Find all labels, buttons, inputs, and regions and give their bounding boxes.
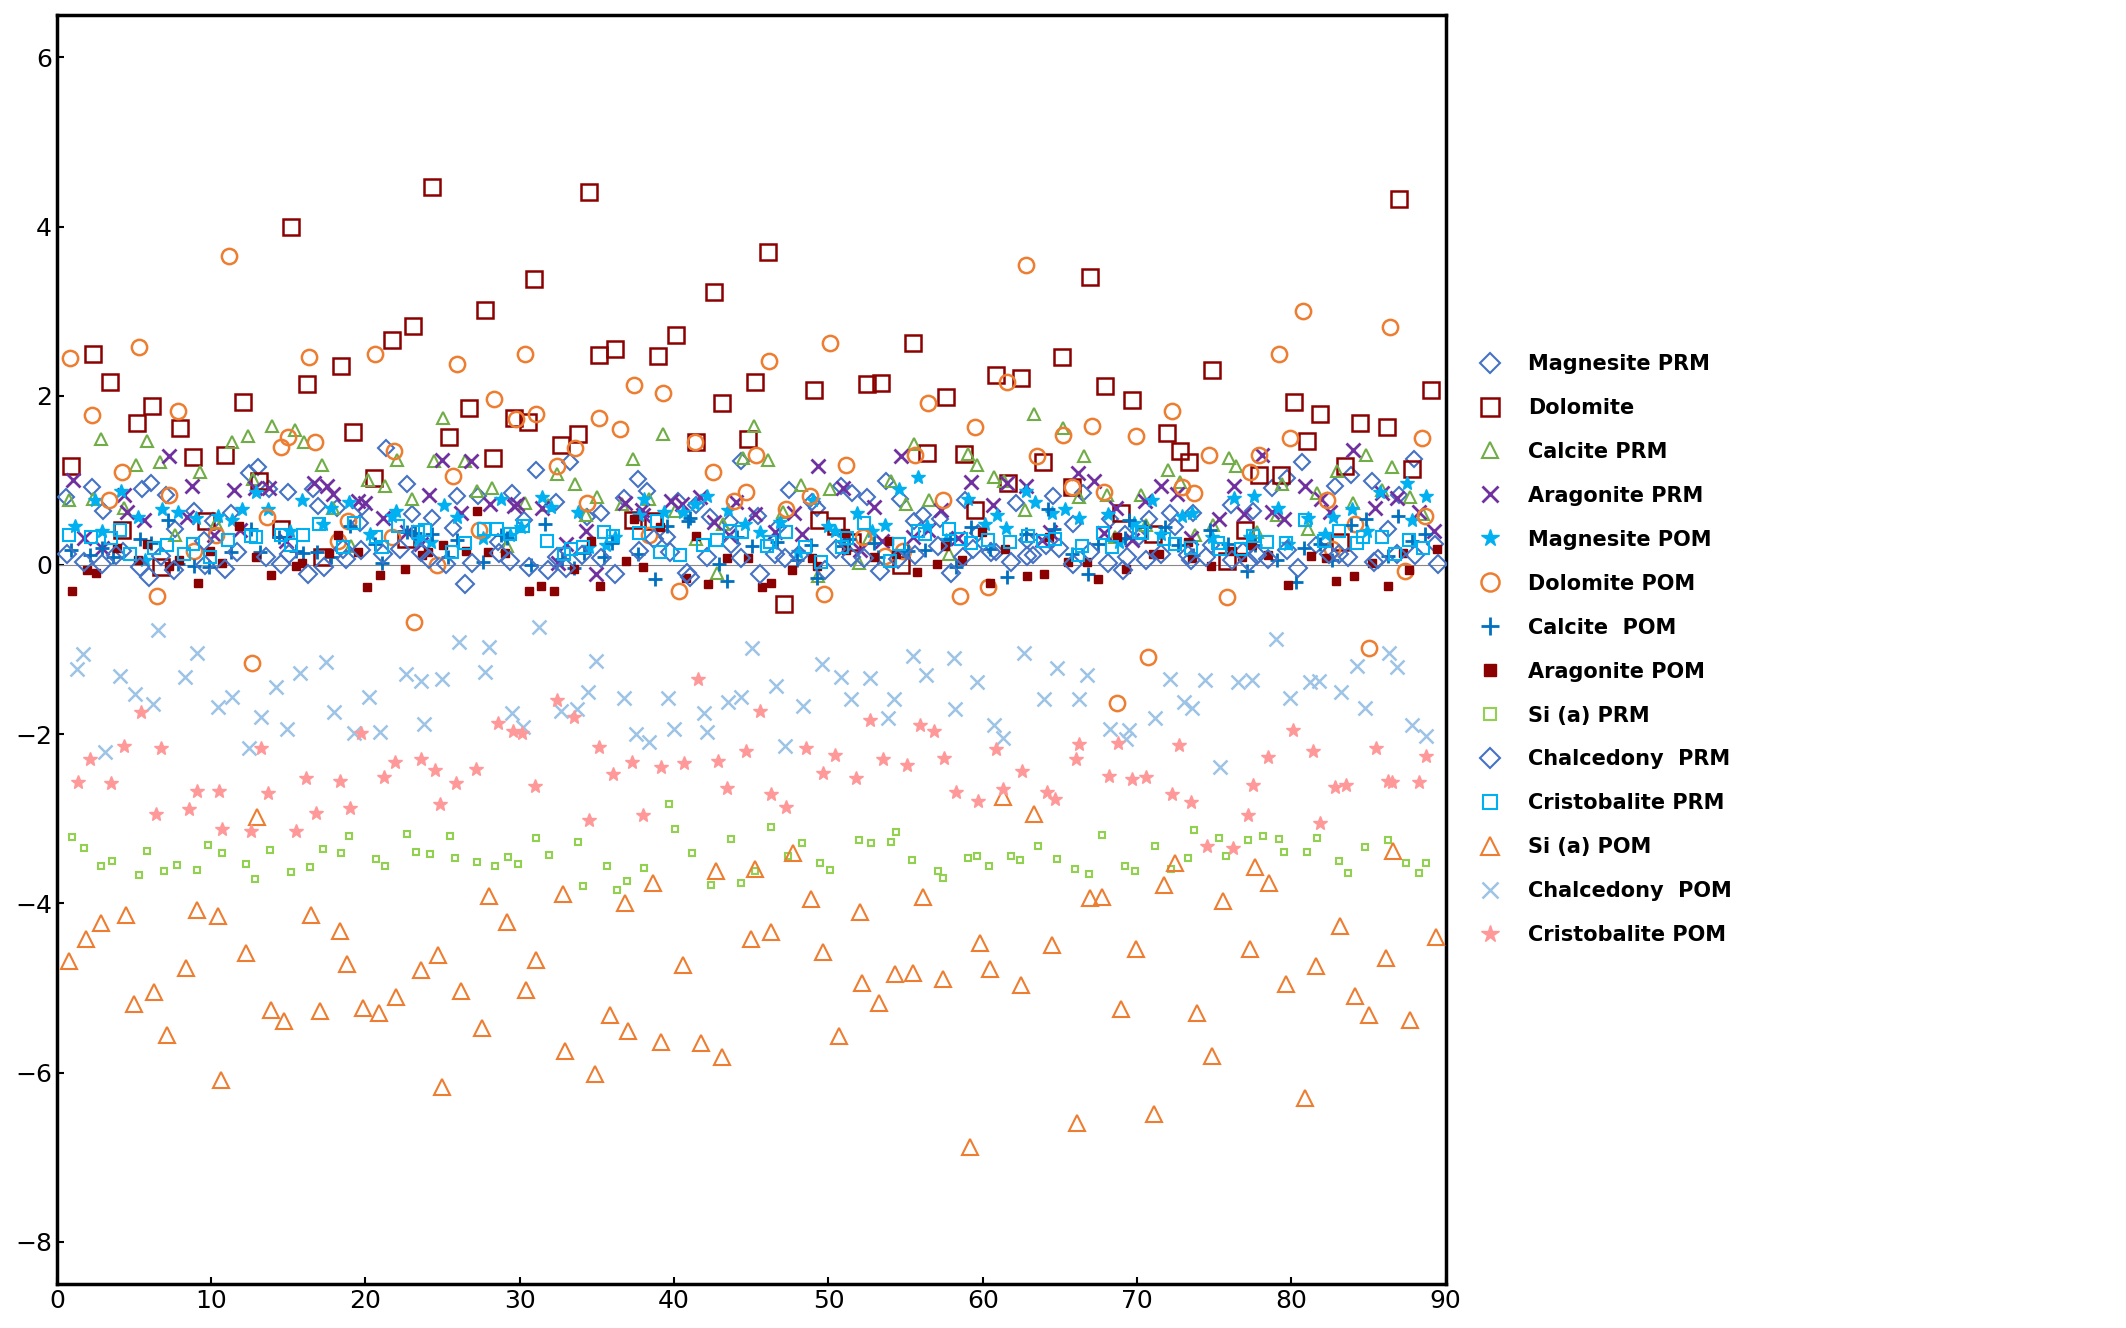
Legend: Magnesite PRM, Dolomite, Calcite PRM, Aragonite PRM, Magnesite POM, Dolomite POM: Magnesite PRM, Dolomite, Calcite PRM, Ar… — [1463, 348, 1737, 952]
